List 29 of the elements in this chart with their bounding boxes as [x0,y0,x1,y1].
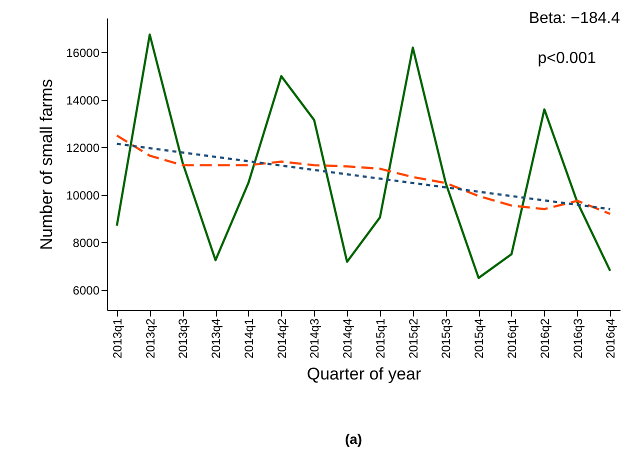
x-tick-label: 2015q3 [439,318,454,359]
y-axis-title: Number of small farms [37,79,56,250]
y-tick-label: 12000 [66,140,100,155]
x-tick-label: 2015q2 [406,318,420,359]
x-tick-label: 2016q4 [604,318,618,359]
x-tick-label: 2014q1 [242,318,256,359]
x-tick-label: 2014q4 [340,318,355,359]
line-series [116,134,612,215]
annotation: p<0.001 [538,50,596,67]
y-tick-label: 16000 [66,46,100,60]
x-tick-label: 2013q3 [176,318,190,359]
line-series [116,34,612,280]
x-tick-label: 2013q2 [143,318,158,359]
x-tick-label: 2015q1 [373,318,388,359]
y-tick-label: 8000 [72,236,100,250]
x-tick-label: 2016q1 [504,318,519,359]
x-tick-label: 2014q2 [274,318,289,359]
x-tick-label: 2013q1 [110,318,124,359]
x-tick-label: 2014q3 [308,318,322,359]
x-axis-title: Quarter of year [306,364,422,384]
y-tick-label: 6000 [72,283,100,298]
x-tick-label: 2016q3 [570,318,585,359]
text: (a) [344,431,362,447]
y-tick-label: 14000 [66,93,100,108]
x-tick-label: 2013q4 [209,318,224,359]
x-tick-label: 2016q2 [538,318,552,359]
y-tick-label: 10000 [66,188,100,202]
x-tick-label: 2015q4 [472,318,486,359]
annotation: Beta: −184.4 [528,10,620,27]
